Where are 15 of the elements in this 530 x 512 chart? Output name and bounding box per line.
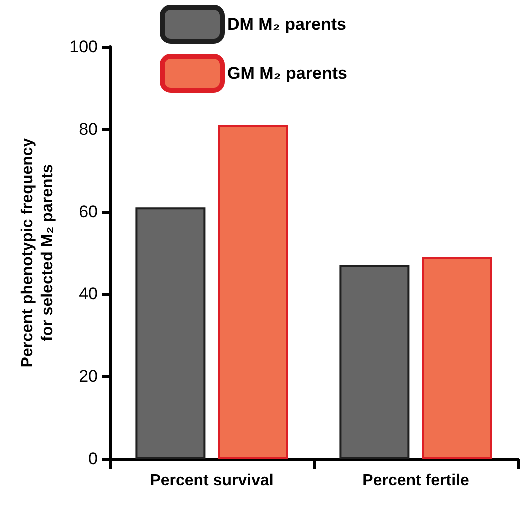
y-tick-label: 20 [79, 367, 98, 386]
y-tick-label: 80 [79, 120, 98, 139]
y-tick-label: 100 [70, 38, 98, 56]
x-tick-label: Percent survival [150, 472, 274, 490]
y-tick-label: 40 [79, 284, 98, 304]
bar [340, 265, 410, 459]
legend-label: DM M₂ parents [228, 15, 347, 34]
legend-label: GM M₂ parents [228, 64, 348, 83]
bar [136, 208, 206, 459]
x-tick-label: Percent fertile [362, 472, 470, 490]
y-axis-title: Percent phenotypic frequency for selected M₂ parents [20, 138, 56, 368]
y-tick-label: 60 [79, 202, 98, 222]
bar [422, 257, 492, 459]
y-tick-label: 0 [88, 450, 98, 468]
bar [218, 125, 288, 459]
